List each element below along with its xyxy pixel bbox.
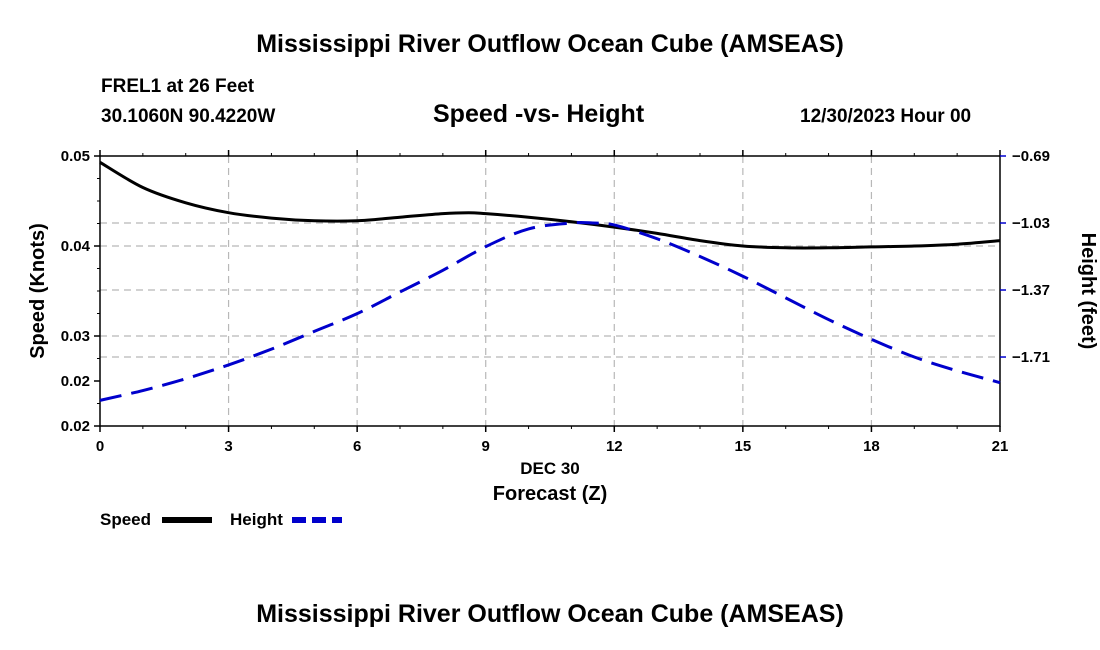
x-tick-label: 9	[482, 438, 490, 455]
y2-axis-label: Height (feet)	[1077, 233, 1099, 350]
y2-tick-label: −1.37	[1012, 282, 1050, 299]
chart-subtitle: Speed -vs- Height	[433, 100, 645, 128]
chart-footer-title: Mississippi River Outflow Ocean Cube (AM…	[256, 600, 844, 628]
y2-tick-label: −1.03	[1012, 215, 1050, 232]
grid-lines	[100, 156, 1000, 426]
x-tick-label: 15	[735, 438, 752, 455]
x-tick-label: 21	[992, 438, 1009, 455]
speed-series-line	[99, 161, 1001, 250]
y2-tick-label: −1.71	[1012, 349, 1050, 366]
x-tick-label: 3	[224, 438, 232, 455]
y2-tick-label: −0.69	[1012, 148, 1050, 165]
y-tick-label: 0.04	[61, 238, 91, 255]
y-tick-label: 0.05	[61, 148, 90, 165]
station-coordinates: 30.1060N 90.4220W	[101, 106, 276, 127]
x-tick-label: 18	[863, 438, 880, 455]
x-tick-label: 12	[606, 438, 623, 455]
axis-ticks: 0 3 6 9 12 15 18 21 0.02 0.02 0.03 0.04 0.05 −0.69 −1.…	[61, 148, 1050, 455]
y-tick-label: 0.03	[61, 328, 90, 345]
plot-frame	[99, 155, 1001, 427]
legend-height-label: Height	[230, 510, 283, 529]
forecast-datetime: 12/30/2023 Hour 00	[800, 106, 972, 127]
chart-main-title: Mississippi River Outflow Ocean Cube (AM…	[256, 30, 844, 58]
y-tick-label: 0.02	[61, 418, 90, 435]
y-axis-label: Speed (Knots)	[27, 223, 49, 359]
station-label: FREL1 at 26 Feet	[101, 76, 255, 97]
height-series-line	[99, 220, 1001, 402]
x-axis-date-label: DEC 30	[520, 459, 580, 478]
data-series	[99, 161, 1001, 402]
x-axis-label: Forecast (Z)	[493, 483, 607, 505]
x-tick-label: 0	[96, 438, 104, 455]
y-tick-label: 0.02	[61, 373, 90, 390]
legend-speed-label: Speed	[100, 510, 151, 529]
x-tick-label: 6	[353, 438, 361, 455]
